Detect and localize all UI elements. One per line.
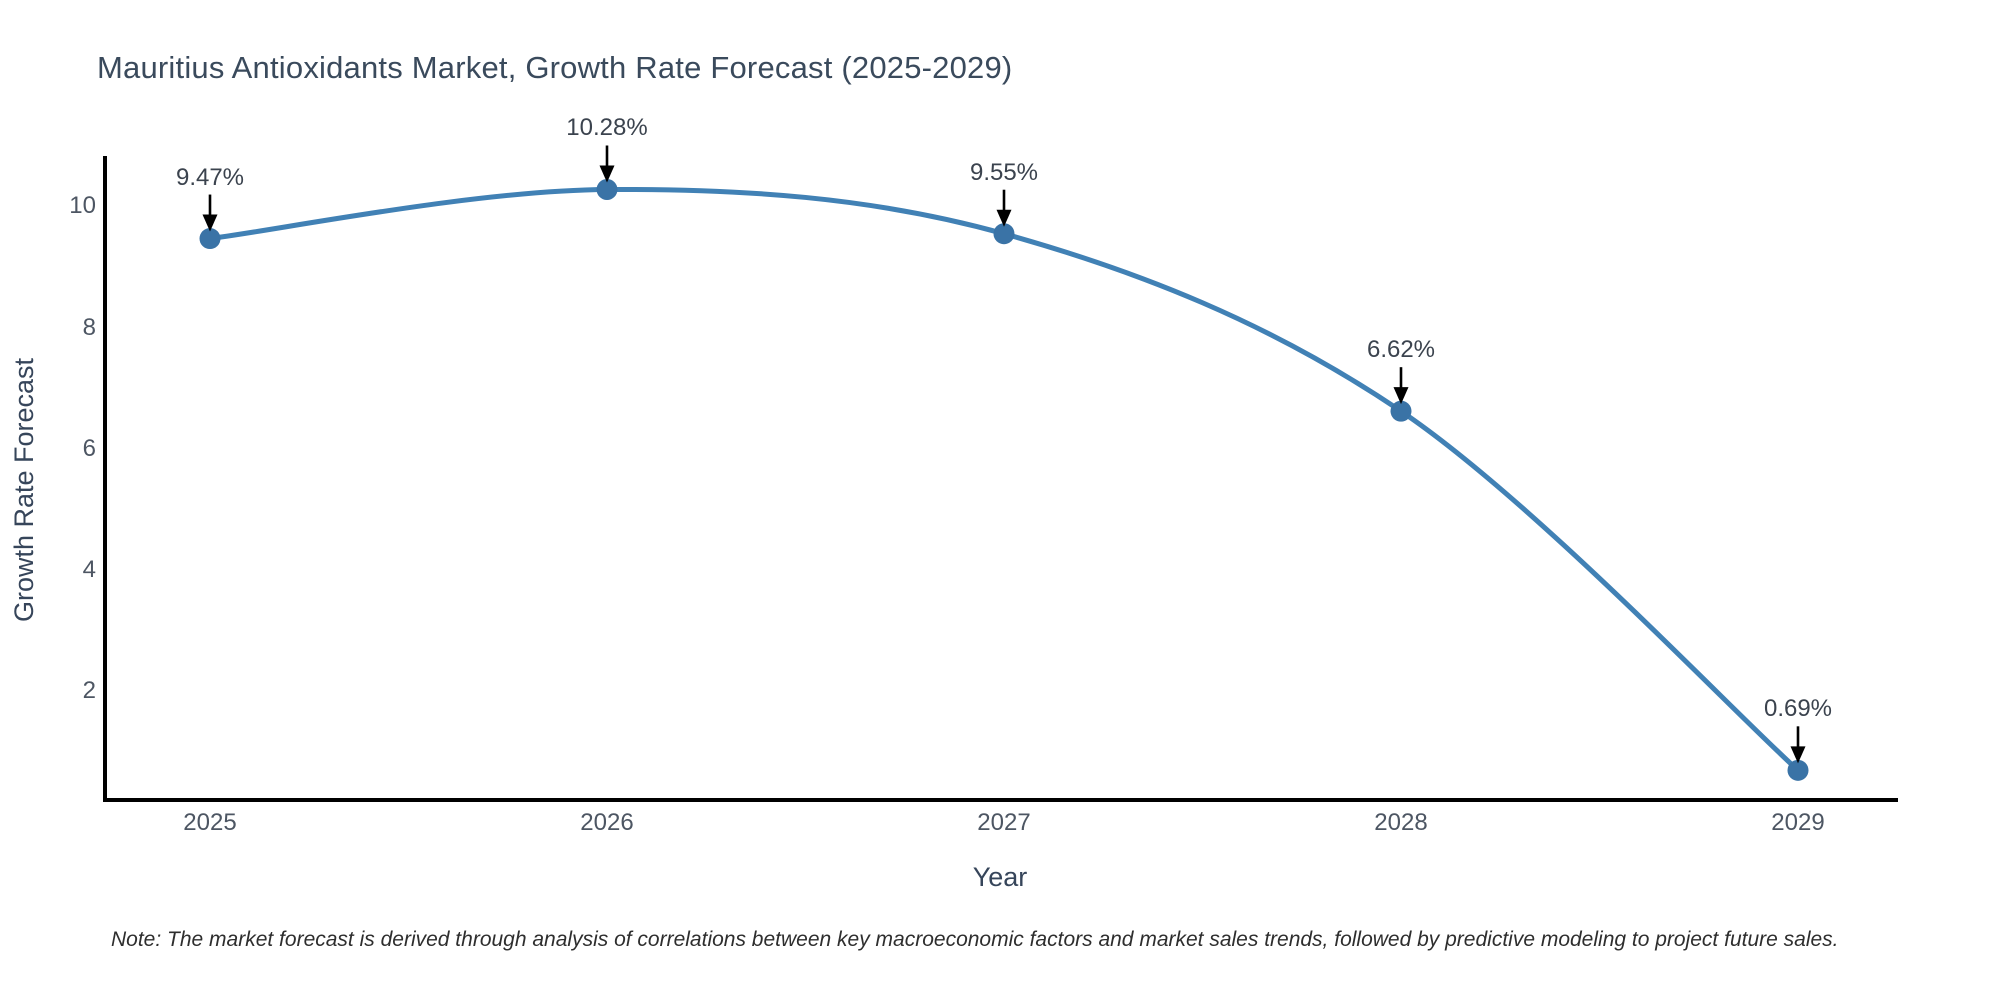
forecast-line (207, 186, 1801, 773)
x-tick-label: 2029 (1771, 809, 1825, 836)
point-annotation: 10.28% (566, 114, 648, 142)
point-annotation: 9.55% (969, 158, 1039, 186)
point-annotation: 9.47% (175, 163, 245, 191)
y-tick-label: 8 (82, 313, 96, 341)
footnote: Note: The market forecast is derived thr… (111, 928, 1839, 951)
chart-title: Mauritius Antioxidants Market, Growth Ra… (97, 50, 1013, 85)
x-tick-label: 2028 (1374, 809, 1428, 836)
y-axis-label: Growth Rate Forecast (9, 357, 39, 623)
y-tick-label: 4 (82, 555, 96, 583)
y-tick-label: 2 (82, 676, 96, 704)
x-axis-label: Year (972, 862, 1028, 892)
data-point-marker (1787, 759, 1809, 781)
data-point-marker (199, 228, 221, 250)
data-point-marker (993, 223, 1015, 245)
annotation-arrowhead-icon (1790, 746, 1806, 764)
annotation-arrowhead-icon (599, 165, 615, 183)
x-tick-label: 2025 (183, 809, 237, 836)
annotation-arrowhead-icon (1393, 387, 1409, 405)
annotation-arrowhead-icon (202, 214, 218, 232)
x-tick-label: 2026 (580, 809, 634, 836)
data-point-marker (596, 178, 618, 200)
y-tick-label: 6 (82, 434, 96, 462)
point-annotation: 0.69% (1763, 695, 1833, 723)
y-tick-label: 10 (69, 192, 96, 220)
x-tick-label: 2027 (977, 809, 1031, 836)
annotation-arrowhead-icon (996, 209, 1012, 227)
data-point-marker (1390, 400, 1412, 422)
point-annotation: 6.62% (1366, 336, 1436, 364)
